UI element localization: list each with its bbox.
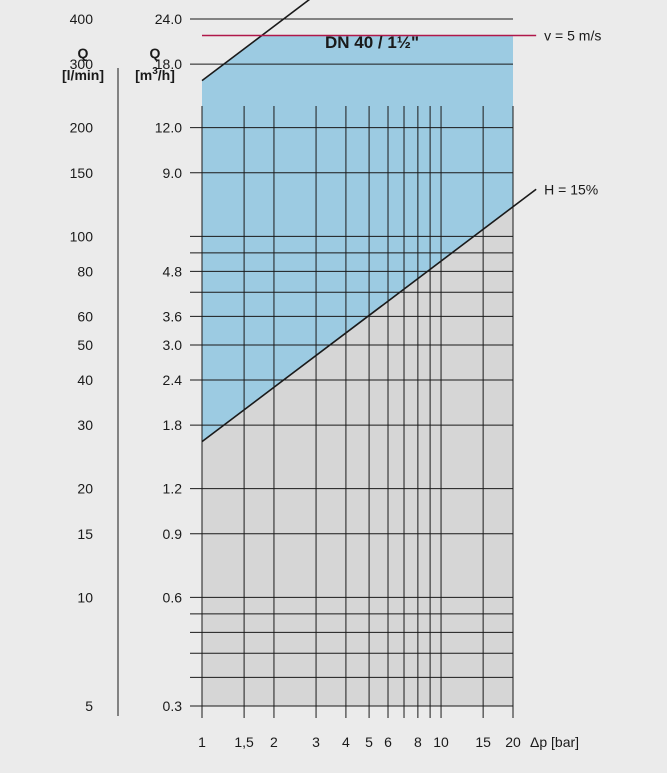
y-gridlines — [190, 18, 513, 707]
right-axis-title: Q — [150, 45, 161, 61]
right-tick-label-3-6: 3.6 — [163, 308, 183, 324]
right-axis-unit-post: /h] — [158, 67, 175, 83]
right-tick-label-1-2: 1.2 — [163, 481, 183, 497]
series-label-v-5-m-s: v = 5 m/s — [544, 28, 601, 44]
right-tick-label-0-6: 0.6 — [163, 589, 183, 605]
series-line-h-80 — [201, 0, 311, 82]
chart-title: DN 40 / 1½" — [325, 33, 419, 52]
series-label-h-15: H = 15% — [544, 181, 598, 197]
left-axis-title: Q — [78, 45, 89, 61]
left-tick-label-30: 30 — [77, 417, 93, 433]
series-lines — [201, 0, 537, 443]
operating-range-area — [202, 35, 513, 442]
left-tick-label-20: 20 — [77, 481, 93, 497]
left-tick-label-80: 80 — [77, 263, 93, 279]
left-tick-label-5: 5 — [85, 698, 93, 714]
left-tick-labels: 1000800600500400300200150100806050403020… — [70, 11, 94, 714]
right-tick-label-12-0: 12.0 — [155, 120, 182, 136]
x-tick-label-5: 5 — [365, 734, 373, 750]
right-tick-label-2-4: 2.4 — [163, 372, 183, 388]
x-tick-label-3: 3 — [312, 734, 320, 750]
x-tick-label-6: 6 — [384, 734, 392, 750]
left-axis-unit: [l/min] — [62, 67, 104, 83]
x-gridlines — [201, 106, 514, 718]
x-tick-label-20: 20 — [505, 734, 521, 750]
x-tick-label-15: 15 — [475, 734, 491, 750]
x-tick-label-1: 1 — [198, 734, 206, 750]
x-tick-label-8: 8 — [414, 734, 422, 750]
series-line-h-15 — [201, 188, 537, 443]
left-tick-label-100: 100 — [70, 228, 94, 244]
x-tick-label-1-5: 1,5 — [234, 734, 254, 750]
left-tick-label-300: 300 — [70, 56, 94, 72]
right-axis-unit-pre: [m — [135, 67, 152, 83]
x-tick-label-4: 4 — [342, 734, 350, 750]
right-tick-label-0-3: 0.3 — [163, 698, 183, 714]
left-tick-label-150: 150 — [70, 165, 94, 181]
right-tick-label-9-0: 9.0 — [163, 165, 183, 181]
x-tick-labels: 1 1,5 2 3 4 5 6 8 10 15 20 — [198, 734, 521, 750]
x-tick-label-2: 2 — [270, 734, 278, 750]
left-tick-label-10: 10 — [77, 589, 93, 605]
left-tick-label-200: 200 — [70, 120, 94, 136]
right-tick-label-18-0: 18.0 — [155, 56, 182, 72]
right-tick-label-3-0: 3.0 — [163, 337, 183, 353]
x-axis-label: Δp [bar] — [530, 734, 579, 750]
series-labels: H = 80%H = 15%v = 5 m/s — [544, 28, 601, 198]
left-tick-label-40: 40 — [77, 372, 93, 388]
right-tick-labels: 60.048.036.030.024.018.012.09.04.83.63.0… — [155, 11, 183, 714]
right-tick-label-0-9: 0.9 — [163, 526, 183, 542]
right-tick-label-4-8: 4.8 — [163, 263, 183, 279]
left-tick-label-50: 50 — [77, 337, 93, 353]
right-axis-unit: [m3/h] — [135, 66, 175, 83]
left-tick-label-400: 400 — [70, 11, 94, 27]
x-tick-label-10: 10 — [433, 734, 449, 750]
right-axis-unit-sup: 3 — [152, 66, 158, 77]
left-tick-label-60: 60 — [77, 308, 93, 324]
right-tick-label-1-8: 1.8 — [163, 417, 183, 433]
left-tick-label-15: 15 — [77, 526, 93, 542]
right-tick-label-24-0: 24.0 — [155, 11, 182, 27]
